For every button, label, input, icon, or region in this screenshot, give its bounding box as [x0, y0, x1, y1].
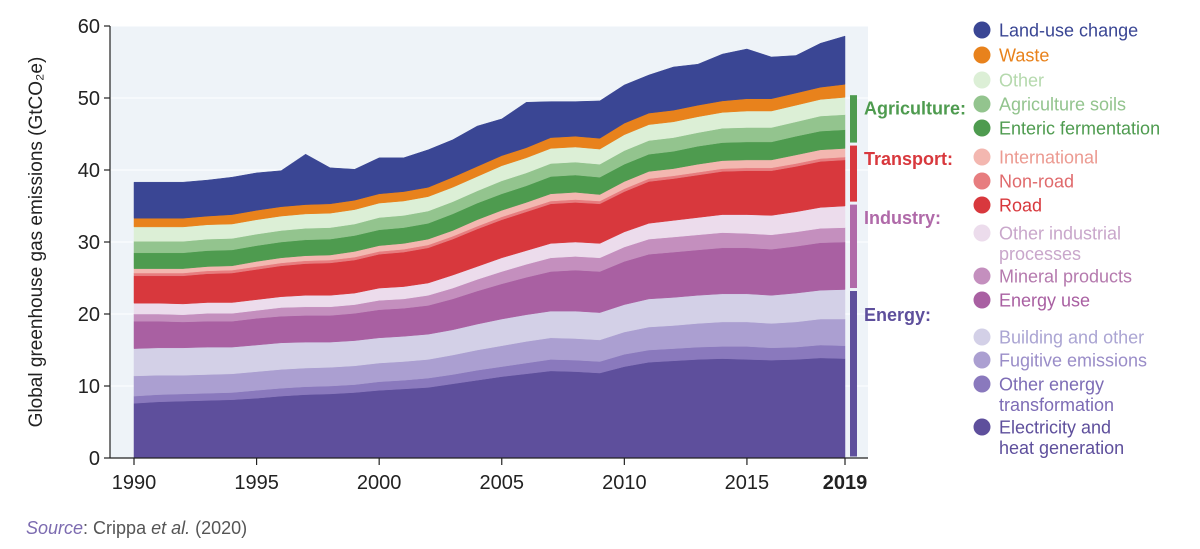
x-tick-label-1995: 1995: [234, 472, 279, 494]
x-tick-label-2005: 2005: [480, 472, 525, 494]
y-tick-label-60: 60: [78, 16, 100, 38]
legend-swatch-other-energy-transformation: [973, 375, 991, 393]
sector-label-energy: Energy:: [864, 305, 931, 325]
legend-swatch-mineral-products: [973, 267, 991, 285]
legend-swatch-other: [973, 71, 991, 89]
sector-brackets: Agriculture: Transport: Industry: Energy:: [850, 95, 966, 457]
y-tick-label-30: 30: [78, 232, 100, 254]
x-tick-label-2000: 2000: [357, 472, 402, 494]
legend-label-other-industrial-processes: Other industrial processes: [999, 224, 1121, 265]
legend-swatch-road: [973, 196, 991, 214]
axes: 0 10 20 30 40 50 60 1990 1995 2000 2005 2010 2015 201…: [78, 16, 868, 494]
legend-label-non-road: Non-road: [999, 172, 1074, 192]
y-tick-label-20: 20: [78, 304, 100, 326]
legend: Land-use change Waste Other Agriculture soi…: [973, 21, 1160, 459]
legend-label-building-and-other: Building and other: [999, 328, 1144, 348]
legend-swatch-fugitive-emissions: [973, 351, 991, 369]
legend-swatch-electricity-and-heat-generation: [973, 418, 991, 436]
legend-swatch-other-industrial-processes: [973, 224, 991, 242]
sector-label-transport: Transport:: [864, 149, 953, 169]
sector-bar-transport: [850, 145, 857, 202]
legend-label-waste: Waste: [999, 46, 1049, 66]
x-tick-label-2019: 2019: [823, 472, 868, 494]
sector-bar-agriculture: [850, 95, 857, 143]
x-tick-label-2010: 2010: [602, 472, 647, 494]
x-tick-label-1990: 1990: [112, 472, 157, 494]
y-tick-label-50: 50: [78, 88, 100, 110]
y-tick-label-0: 0: [89, 448, 100, 470]
legend-swatch-building-and-other: [973, 328, 991, 346]
legend-swatch-energy-use: [973, 291, 991, 309]
legend-swatch-international: [973, 148, 991, 166]
legend-label-other-energy-transformation: Other energy transformation: [999, 375, 1114, 416]
legend-label-enteric-fermentation: Enteric fermentation: [999, 119, 1160, 139]
y-tick-label-40: 40: [78, 160, 100, 182]
legend-label-mineral-products: Mineral products: [999, 267, 1132, 287]
legend-label-road: Road: [999, 196, 1042, 216]
legend-label-fugitive-emissions: Fugitive emissions: [999, 351, 1147, 371]
legend-swatch-enteric-fermentation: [973, 119, 991, 137]
source-label: Source: [26, 518, 84, 538]
sector-label-industry: Industry:: [864, 208, 941, 228]
source-text-2: (2020): [190, 518, 248, 538]
y-tick-label-10: 10: [78, 376, 100, 398]
legend-label-international: International: [999, 148, 1098, 168]
legend-swatch-non-road: [973, 172, 991, 190]
source-text-1: : Crippa: [83, 518, 152, 538]
area-land-use-change: [133, 35, 846, 219]
legend-swatch-waste: [973, 46, 991, 64]
x-tick-label-2015: 2015: [725, 472, 770, 494]
legend-swatch-land-use-change: [973, 21, 991, 39]
legend-label-other: Other: [999, 71, 1044, 91]
sector-bar-energy: [850, 291, 857, 457]
legend-swatch-agriculture-soils: [973, 95, 991, 113]
sector-bar-industry: [850, 204, 857, 289]
legend-label-agriculture-soils: Agriculture soils: [999, 95, 1126, 115]
y-axis-label: Global greenhouse gas emissions (GtCO₂e): [26, 57, 47, 428]
source-note: Source: Crippa et al. (2020): [26, 518, 247, 539]
legend-label-electricity-and-heat-generation: Electricity and heat generation: [999, 418, 1124, 459]
stacked-areas: [133, 35, 846, 459]
sector-label-agriculture: Agriculture:: [864, 99, 966, 119]
legend-label-land-use-change: Land-use change: [999, 21, 1138, 41]
legend-label-energy-use: Energy use: [999, 291, 1090, 311]
source-text-italic: et al.: [151, 518, 191, 538]
